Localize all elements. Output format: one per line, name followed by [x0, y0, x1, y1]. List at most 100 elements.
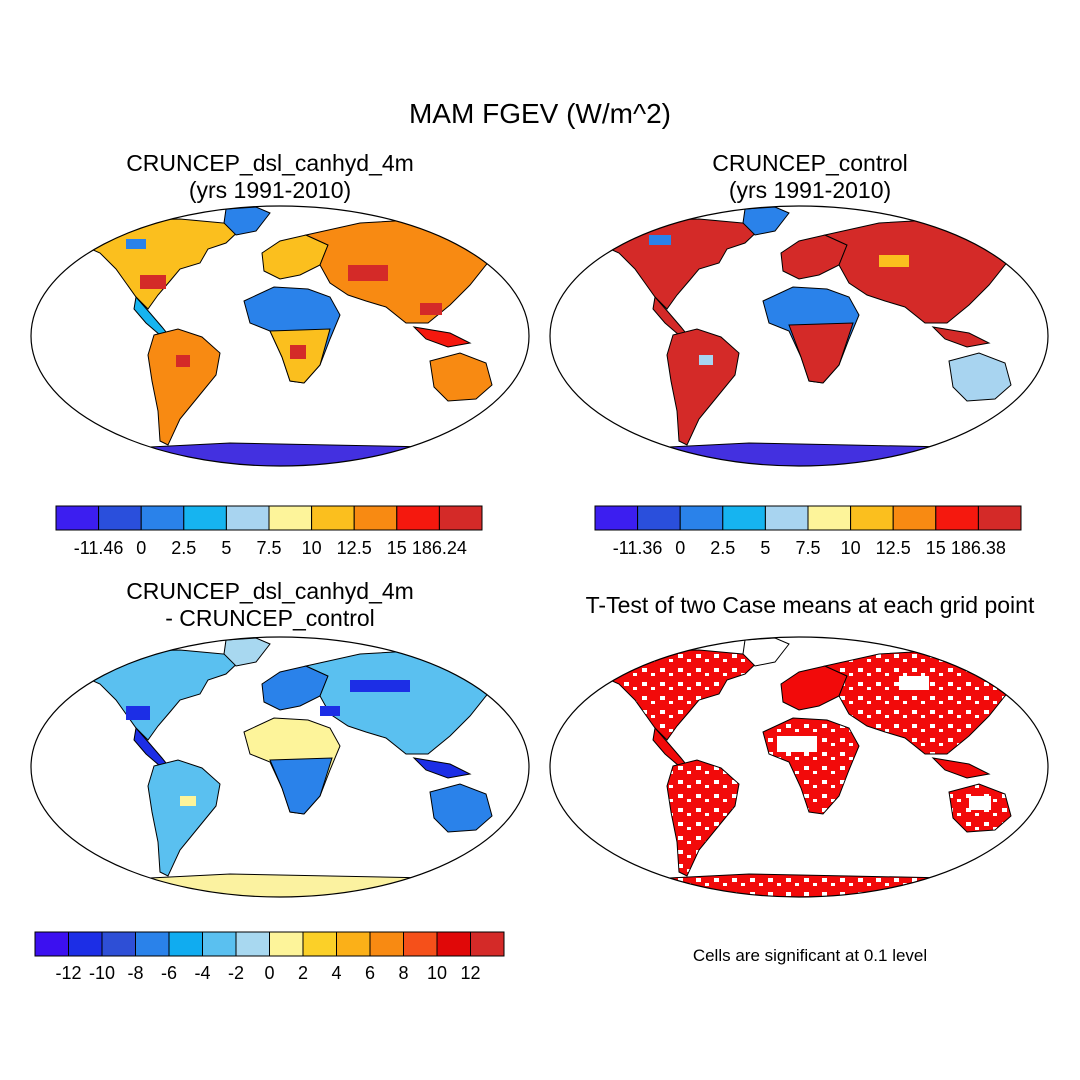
colorbar-label: 5 — [760, 538, 770, 558]
colorbar-swatch — [637, 505, 681, 531]
colorbar-label: -6 — [161, 963, 177, 983]
south-america — [147, 759, 221, 877]
indonesia — [412, 757, 472, 779]
north-america — [588, 218, 766, 310]
colorbar-label: -2 — [228, 963, 244, 983]
colorbar-label: 186.24 — [412, 538, 467, 558]
colorbar-swatch — [722, 505, 766, 531]
africa-south — [269, 757, 333, 815]
colorbar-swatch — [353, 505, 398, 531]
colorbar-swatch — [336, 931, 371, 957]
australia — [948, 352, 1012, 402]
colorbar-label: 7.5 — [795, 538, 820, 558]
australia — [429, 783, 493, 833]
colorbar-label: 0 — [264, 963, 274, 983]
colorbar-label: -11.46 — [74, 538, 124, 558]
colorbar-label: 0 — [136, 538, 146, 558]
colorbar-label: 2.5 — [710, 538, 735, 558]
continents — [68, 637, 501, 897]
colorbar-panel1: -11.46 0 2.5 5 7.5 10 12.5 15 186.24 — [55, 505, 483, 558]
colorbar-swatch — [268, 505, 313, 531]
colorbar-swatch — [369, 931, 404, 957]
colorbar-label: 10 — [841, 538, 861, 558]
colorbar-swatch — [34, 931, 69, 957]
colorbar-label: -10 — [89, 963, 115, 983]
colorbar-label: -12 — [55, 963, 81, 983]
colorbar-label: 2 — [298, 963, 308, 983]
colorbar-label: 4 — [331, 963, 341, 983]
panel2-title-line2: (yrs 1991-2010) — [728, 177, 892, 203]
colorbar-swatch — [764, 505, 809, 531]
colorbar-label: -11.36 — [613, 538, 663, 558]
indonesia — [412, 326, 472, 348]
colorbar-swatch — [403, 931, 438, 957]
patches — [649, 235, 909, 365]
significance-note: Cells are significant at 0.1 level — [692, 946, 928, 965]
south-america — [666, 328, 740, 446]
colorbar-label: 186.38 — [951, 538, 1006, 558]
panel3-title-line2: - CRUNCEP_control — [165, 605, 375, 631]
colorbar-label: 10 — [427, 963, 447, 983]
colorbar-label: 15 — [926, 538, 946, 558]
colorbar-label: 2.5 — [171, 538, 196, 558]
panel1-title: CRUNCEP_dsl_canhyd_4m (yrs 1991-2010) — [70, 150, 470, 204]
colorbar-swatch — [235, 931, 270, 957]
colorbar-swatch — [55, 505, 100, 531]
north-america — [69, 649, 247, 741]
panel3-map — [30, 636, 530, 898]
map-frame — [30, 205, 530, 467]
colorbar-swatch — [101, 931, 136, 957]
colorbar-label: 6 — [365, 963, 375, 983]
colorbar-swatch — [311, 505, 355, 531]
non-significant-cells — [777, 676, 991, 810]
colorbar-label: 0 — [675, 538, 685, 558]
colorbar-swatch — [168, 931, 203, 957]
colorbar-swatch — [202, 931, 237, 957]
colorbar-swatch — [850, 505, 894, 531]
panel1-title-line2: (yrs 1991-2010) — [188, 177, 352, 203]
anomaly-patches — [126, 680, 410, 806]
colorbar-swatch — [183, 505, 227, 531]
colorbar-label: -4 — [194, 963, 210, 983]
colorbar-swatch — [98, 505, 142, 531]
colorbar-label: 8 — [398, 963, 408, 983]
colorbar-label: 12.5 — [876, 538, 911, 558]
australia — [429, 352, 493, 402]
colorbar-swatch — [135, 931, 170, 957]
colorbar-swatch — [438, 505, 483, 531]
north-america — [69, 218, 247, 310]
figure-title: MAM FGEV (W/m^2) — [408, 98, 671, 129]
colorbar-swatch — [140, 505, 185, 531]
colorbar-swatch — [594, 505, 639, 531]
panel1-map — [30, 205, 530, 467]
indonesia — [931, 326, 991, 348]
colorbar-swatch — [396, 505, 440, 531]
panel2-title: CRUNCEP_control (yrs 1991-2010) — [610, 150, 1010, 204]
panel3-title-line1: CRUNCEP_dsl_canhyd_4m — [126, 578, 414, 604]
colorbar-swatch — [302, 931, 337, 957]
colorbar-label: 7.5 — [256, 538, 281, 558]
colorbar-label: 12.5 — [337, 538, 372, 558]
hotspots — [126, 239, 442, 367]
colorbar-panel3: -12 -10 -8 -6 -4 -2 0 2 4 6 8 10 12 — [34, 931, 505, 983]
colorbar-label: -8 — [127, 963, 143, 983]
colorbar-swatch — [470, 931, 505, 957]
colorbar-swatch — [68, 931, 103, 957]
africa-south — [788, 322, 854, 384]
colorbar-label: 12 — [460, 963, 480, 983]
panel3-title: CRUNCEP_dsl_canhyd_4m - CRUNCEP_control — [70, 578, 470, 632]
colorbar-swatch — [892, 505, 937, 531]
panel4-title-line1: T-Test of two Case means at each grid po… — [585, 592, 1035, 618]
panel4-map — [549, 636, 1049, 898]
colorbar-swatch — [269, 931, 304, 957]
colorbar-swatch — [977, 505, 1022, 531]
south-america — [147, 328, 221, 446]
panel2-title-line1: CRUNCEP_control — [712, 150, 908, 176]
colorbar-swatch — [225, 505, 270, 531]
colorbar-swatch — [935, 505, 979, 531]
colorbar-label: 10 — [302, 538, 322, 558]
colorbar-swatch — [679, 505, 724, 531]
panel4-title: T-Test of two Case means at each grid po… — [540, 592, 1080, 619]
